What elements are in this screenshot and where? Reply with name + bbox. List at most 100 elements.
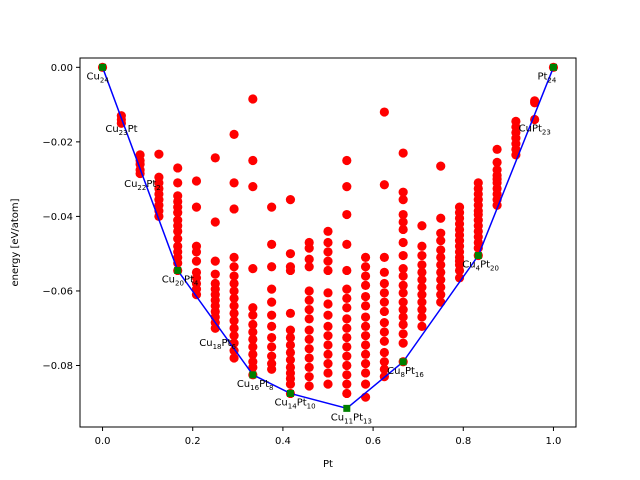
data-point bbox=[342, 351, 352, 361]
data-point bbox=[398, 329, 408, 339]
convex-hull bbox=[99, 63, 557, 412]
data-point bbox=[323, 265, 333, 276]
data-point bbox=[436, 290, 446, 300]
data-point bbox=[323, 379, 333, 389]
data-point bbox=[436, 260, 446, 270]
data-point bbox=[173, 178, 183, 188]
data-point bbox=[492, 157, 502, 167]
data-point bbox=[398, 217, 408, 227]
data-point bbox=[379, 318, 389, 328]
data-point bbox=[360, 340, 371, 350]
hull-line bbox=[101, 67, 555, 410]
composition-label: Cu11​Pt13​ bbox=[331, 412, 372, 425]
data-point bbox=[267, 310, 277, 320]
data-point bbox=[191, 247, 202, 257]
data-points bbox=[97, 62, 559, 402]
y-tick-label: 0.00 bbox=[51, 63, 73, 74]
data-point bbox=[417, 290, 427, 300]
data-point bbox=[229, 262, 239, 272]
data-point bbox=[285, 195, 296, 205]
data-point bbox=[248, 181, 258, 192]
data-point bbox=[229, 301, 239, 311]
data-point bbox=[191, 202, 202, 212]
data-point bbox=[323, 288, 333, 298]
composition-label: Cu20​Pt4​ bbox=[162, 274, 199, 287]
composition-label: Cu14​Pt10​ bbox=[274, 397, 315, 410]
data-point bbox=[342, 293, 352, 304]
data-point bbox=[436, 252, 446, 263]
data-point bbox=[229, 129, 239, 140]
data-point bbox=[285, 325, 296, 335]
data-point bbox=[323, 321, 333, 331]
data-point bbox=[398, 304, 408, 315]
data-point bbox=[398, 288, 408, 298]
data-point bbox=[417, 260, 427, 270]
data-point bbox=[360, 271, 371, 281]
data-point bbox=[285, 379, 296, 389]
data-point bbox=[304, 353, 314, 363]
data-point bbox=[436, 275, 446, 285]
data-point bbox=[229, 331, 239, 341]
data-point bbox=[436, 161, 446, 171]
data-point bbox=[173, 234, 183, 244]
data-point bbox=[398, 195, 408, 205]
data-point bbox=[267, 297, 277, 307]
data-point bbox=[248, 263, 258, 274]
data-point bbox=[229, 293, 239, 304]
data-point bbox=[398, 263, 408, 274]
data-point bbox=[398, 209, 408, 220]
data-point bbox=[360, 349, 371, 359]
data-point bbox=[360, 291, 371, 302]
data-point bbox=[398, 148, 408, 158]
data-point bbox=[285, 265, 296, 276]
data-point bbox=[360, 368, 371, 378]
data-point bbox=[417, 312, 427, 322]
data-point bbox=[267, 284, 277, 294]
y-axis-ticks: 0.00 −0.02 −0.04 −0.06 −0.08 bbox=[42, 63, 80, 372]
data-point bbox=[285, 347, 296, 358]
x-tick-label: 1.0 bbox=[546, 436, 562, 447]
data-point bbox=[267, 202, 277, 212]
data-point bbox=[285, 308, 296, 318]
hull-point bbox=[99, 63, 107, 71]
data-point bbox=[342, 323, 352, 333]
data-point bbox=[229, 278, 239, 289]
data-point bbox=[285, 340, 296, 350]
data-point bbox=[229, 286, 239, 296]
data-point bbox=[342, 284, 352, 294]
data-point bbox=[323, 226, 333, 236]
y-tick-label: −0.02 bbox=[42, 137, 73, 148]
data-point bbox=[360, 280, 371, 290]
data-point bbox=[304, 334, 314, 345]
data-point bbox=[360, 301, 371, 311]
data-point bbox=[379, 347, 389, 358]
data-point bbox=[323, 310, 333, 320]
data-point bbox=[379, 336, 389, 346]
data-point bbox=[342, 388, 352, 399]
data-point bbox=[210, 217, 220, 227]
data-point bbox=[304, 372, 314, 382]
hull-point bbox=[174, 266, 182, 274]
data-point bbox=[379, 327, 389, 337]
data-point bbox=[360, 262, 371, 272]
data-point bbox=[342, 303, 352, 313]
data-point bbox=[417, 297, 427, 307]
composition-label: Cu22​Pt2​ bbox=[124, 179, 161, 192]
data-point bbox=[267, 342, 277, 352]
hull-point bbox=[399, 358, 407, 366]
data-point bbox=[379, 357, 389, 367]
composition-label: Cu24​ bbox=[87, 71, 110, 84]
y-tick-label: −0.08 bbox=[42, 361, 73, 372]
data-point bbox=[417, 321, 427, 331]
data-point bbox=[398, 297, 408, 307]
data-point bbox=[154, 149, 164, 159]
y-tick-label: −0.06 bbox=[42, 286, 73, 297]
data-point bbox=[379, 306, 389, 317]
hull-point bbox=[549, 63, 557, 71]
data-point bbox=[379, 364, 389, 374]
y-tick-label: −0.04 bbox=[42, 212, 73, 223]
data-point bbox=[360, 321, 371, 331]
data-point bbox=[342, 342, 352, 352]
data-point bbox=[379, 297, 389, 307]
